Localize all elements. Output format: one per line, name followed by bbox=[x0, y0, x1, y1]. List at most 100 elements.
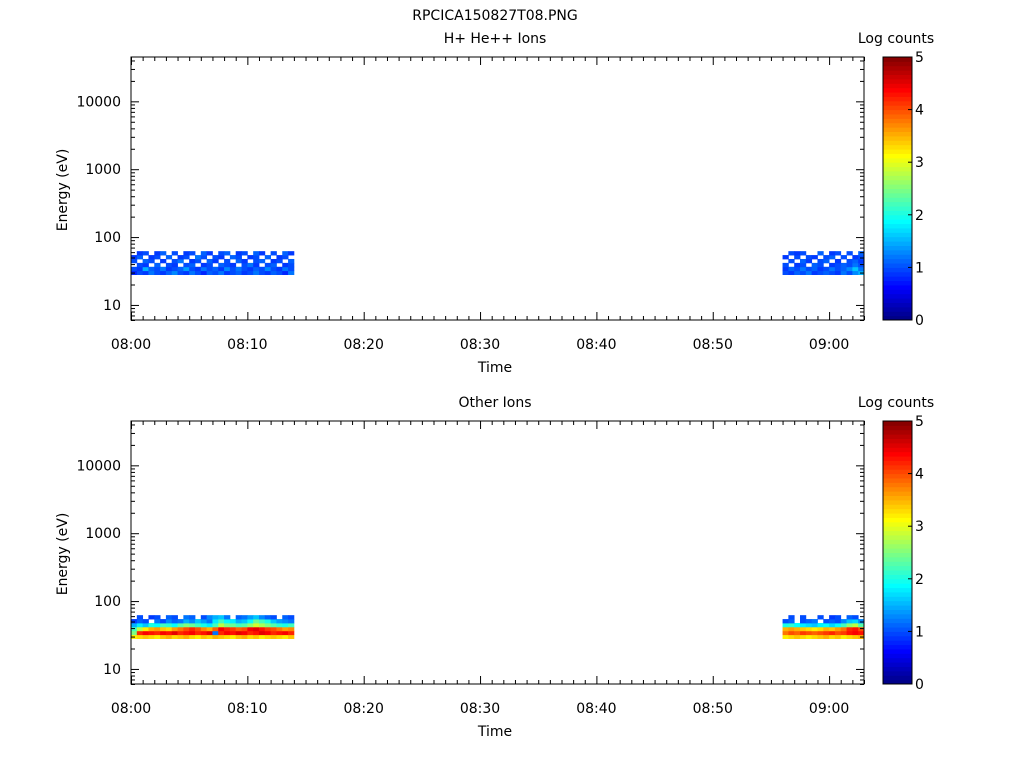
heatmap-cell bbox=[171, 622, 178, 628]
heatmap-cell bbox=[247, 266, 254, 272]
heatmap-cell bbox=[218, 626, 225, 632]
heatmap-cell bbox=[858, 258, 865, 264]
colorbar-step bbox=[883, 78, 912, 84]
heatmap-cell bbox=[834, 626, 842, 632]
heatmap-cell bbox=[840, 634, 847, 639]
colorbar-step bbox=[883, 534, 912, 540]
heatmap-cell bbox=[229, 626, 237, 632]
heatmap-cell bbox=[282, 262, 289, 268]
heatmap-cell bbox=[858, 622, 865, 628]
heatmap-cell bbox=[241, 266, 248, 272]
heatmap-cell bbox=[131, 622, 138, 628]
colorbar-frame bbox=[882, 420, 913, 685]
colorbar-step bbox=[883, 675, 912, 681]
heatmap-cell bbox=[805, 619, 813, 624]
x-tick-label: 08:40 bbox=[576, 337, 616, 353]
heatmap-cell bbox=[235, 266, 242, 272]
heatmap-cell bbox=[224, 626, 231, 632]
colorbar-step bbox=[883, 618, 912, 624]
colorbar-step bbox=[883, 438, 912, 444]
colorbar-label: Log counts bbox=[858, 31, 934, 47]
heatmap-cell bbox=[212, 255, 219, 260]
colorbar-label: Log counts bbox=[858, 395, 934, 411]
x-axis-label: Time bbox=[477, 360, 512, 376]
colorbar-step bbox=[883, 657, 912, 663]
y-tick-label: 10 bbox=[103, 662, 121, 678]
heatmap-cell bbox=[200, 626, 208, 632]
heatmap-cell bbox=[189, 622, 196, 628]
heatmap-cell bbox=[136, 615, 144, 620]
colorbar-step bbox=[883, 609, 912, 615]
heatmap-cell bbox=[852, 615, 859, 620]
colorbar-step bbox=[883, 451, 912, 457]
heatmap-cell bbox=[235, 619, 242, 624]
heatmap-cell bbox=[206, 615, 213, 620]
heatmap-cell bbox=[148, 622, 155, 628]
colorbar-step bbox=[883, 662, 912, 667]
heatmap-cell bbox=[858, 630, 865, 636]
heatmap-cell bbox=[840, 626, 847, 632]
heatmap-cell bbox=[834, 266, 842, 272]
colorbar-step bbox=[883, 456, 912, 461]
y-tick-label: 1000 bbox=[85, 526, 121, 542]
heatmap-cell bbox=[834, 251, 842, 256]
heatmap-cell bbox=[811, 262, 818, 268]
heatmap-cell bbox=[800, 619, 807, 624]
heatmap-cell bbox=[235, 270, 242, 275]
heatmap-cell bbox=[288, 258, 295, 264]
heatmap-cell bbox=[247, 634, 254, 639]
heatmap-cell bbox=[253, 626, 260, 632]
heatmap-cell bbox=[183, 266, 190, 272]
heatmap-cell bbox=[846, 626, 853, 632]
heatmap-cell bbox=[264, 619, 272, 624]
plot-frame bbox=[130, 420, 865, 685]
heatmap-cell bbox=[282, 255, 289, 260]
heatmap-cell bbox=[811, 630, 818, 636]
colorbar-step bbox=[883, 477, 912, 483]
colorbar-step bbox=[883, 188, 912, 194]
heatmap-cell bbox=[224, 622, 231, 628]
heatmap-cell bbox=[194, 255, 202, 260]
heatmap-cell bbox=[148, 626, 155, 632]
heatmap-cell bbox=[282, 615, 289, 620]
colorbar-step bbox=[883, 153, 912, 159]
heatmap-cell bbox=[229, 634, 237, 639]
heatmap-cell bbox=[229, 630, 237, 636]
colorbar-step bbox=[883, 596, 912, 602]
heatmap-cell bbox=[241, 619, 248, 624]
colorbar-step bbox=[883, 570, 912, 575]
heatmap-cell bbox=[817, 615, 824, 620]
x-tick-label: 08:30 bbox=[460, 337, 500, 353]
heatmap-cell bbox=[817, 622, 824, 628]
heatmap-cell bbox=[794, 270, 801, 275]
heatmap-cell bbox=[247, 626, 254, 632]
heatmap-cell bbox=[142, 266, 149, 272]
heatmap-cell bbox=[189, 251, 196, 256]
heatmap-cell bbox=[165, 626, 173, 632]
heatmap-cell bbox=[846, 262, 853, 268]
heatmap-cell bbox=[270, 622, 277, 628]
heatmap-cell bbox=[212, 630, 219, 636]
heatmap-cell bbox=[253, 262, 260, 268]
figure-title: RPCICA150827T08.PNG bbox=[412, 8, 577, 24]
panel-title: H+ He++ Ions bbox=[444, 31, 547, 47]
heatmap-cell bbox=[218, 634, 225, 639]
heatmap-cell bbox=[817, 251, 824, 256]
heatmap-cell bbox=[258, 622, 266, 628]
heatmap-cell bbox=[270, 626, 277, 632]
heatmap-cell bbox=[276, 255, 283, 260]
heatmap-cell bbox=[858, 251, 865, 256]
heatmap-cell bbox=[782, 619, 789, 624]
heatmap-cell bbox=[811, 270, 818, 275]
colorbar-step bbox=[883, 591, 912, 597]
colorbar-step bbox=[883, 197, 912, 203]
heatmap-cell bbox=[852, 622, 859, 628]
colorbar-step bbox=[883, 482, 912, 488]
heatmap-cell bbox=[288, 622, 295, 628]
heatmap-cell bbox=[189, 258, 196, 264]
heatmap-cell bbox=[212, 258, 219, 264]
x-tick-label: 08:40 bbox=[576, 701, 616, 717]
heatmap-cell bbox=[264, 266, 272, 272]
heatmap-cell bbox=[823, 270, 830, 275]
heatmap-cell bbox=[136, 626, 144, 632]
